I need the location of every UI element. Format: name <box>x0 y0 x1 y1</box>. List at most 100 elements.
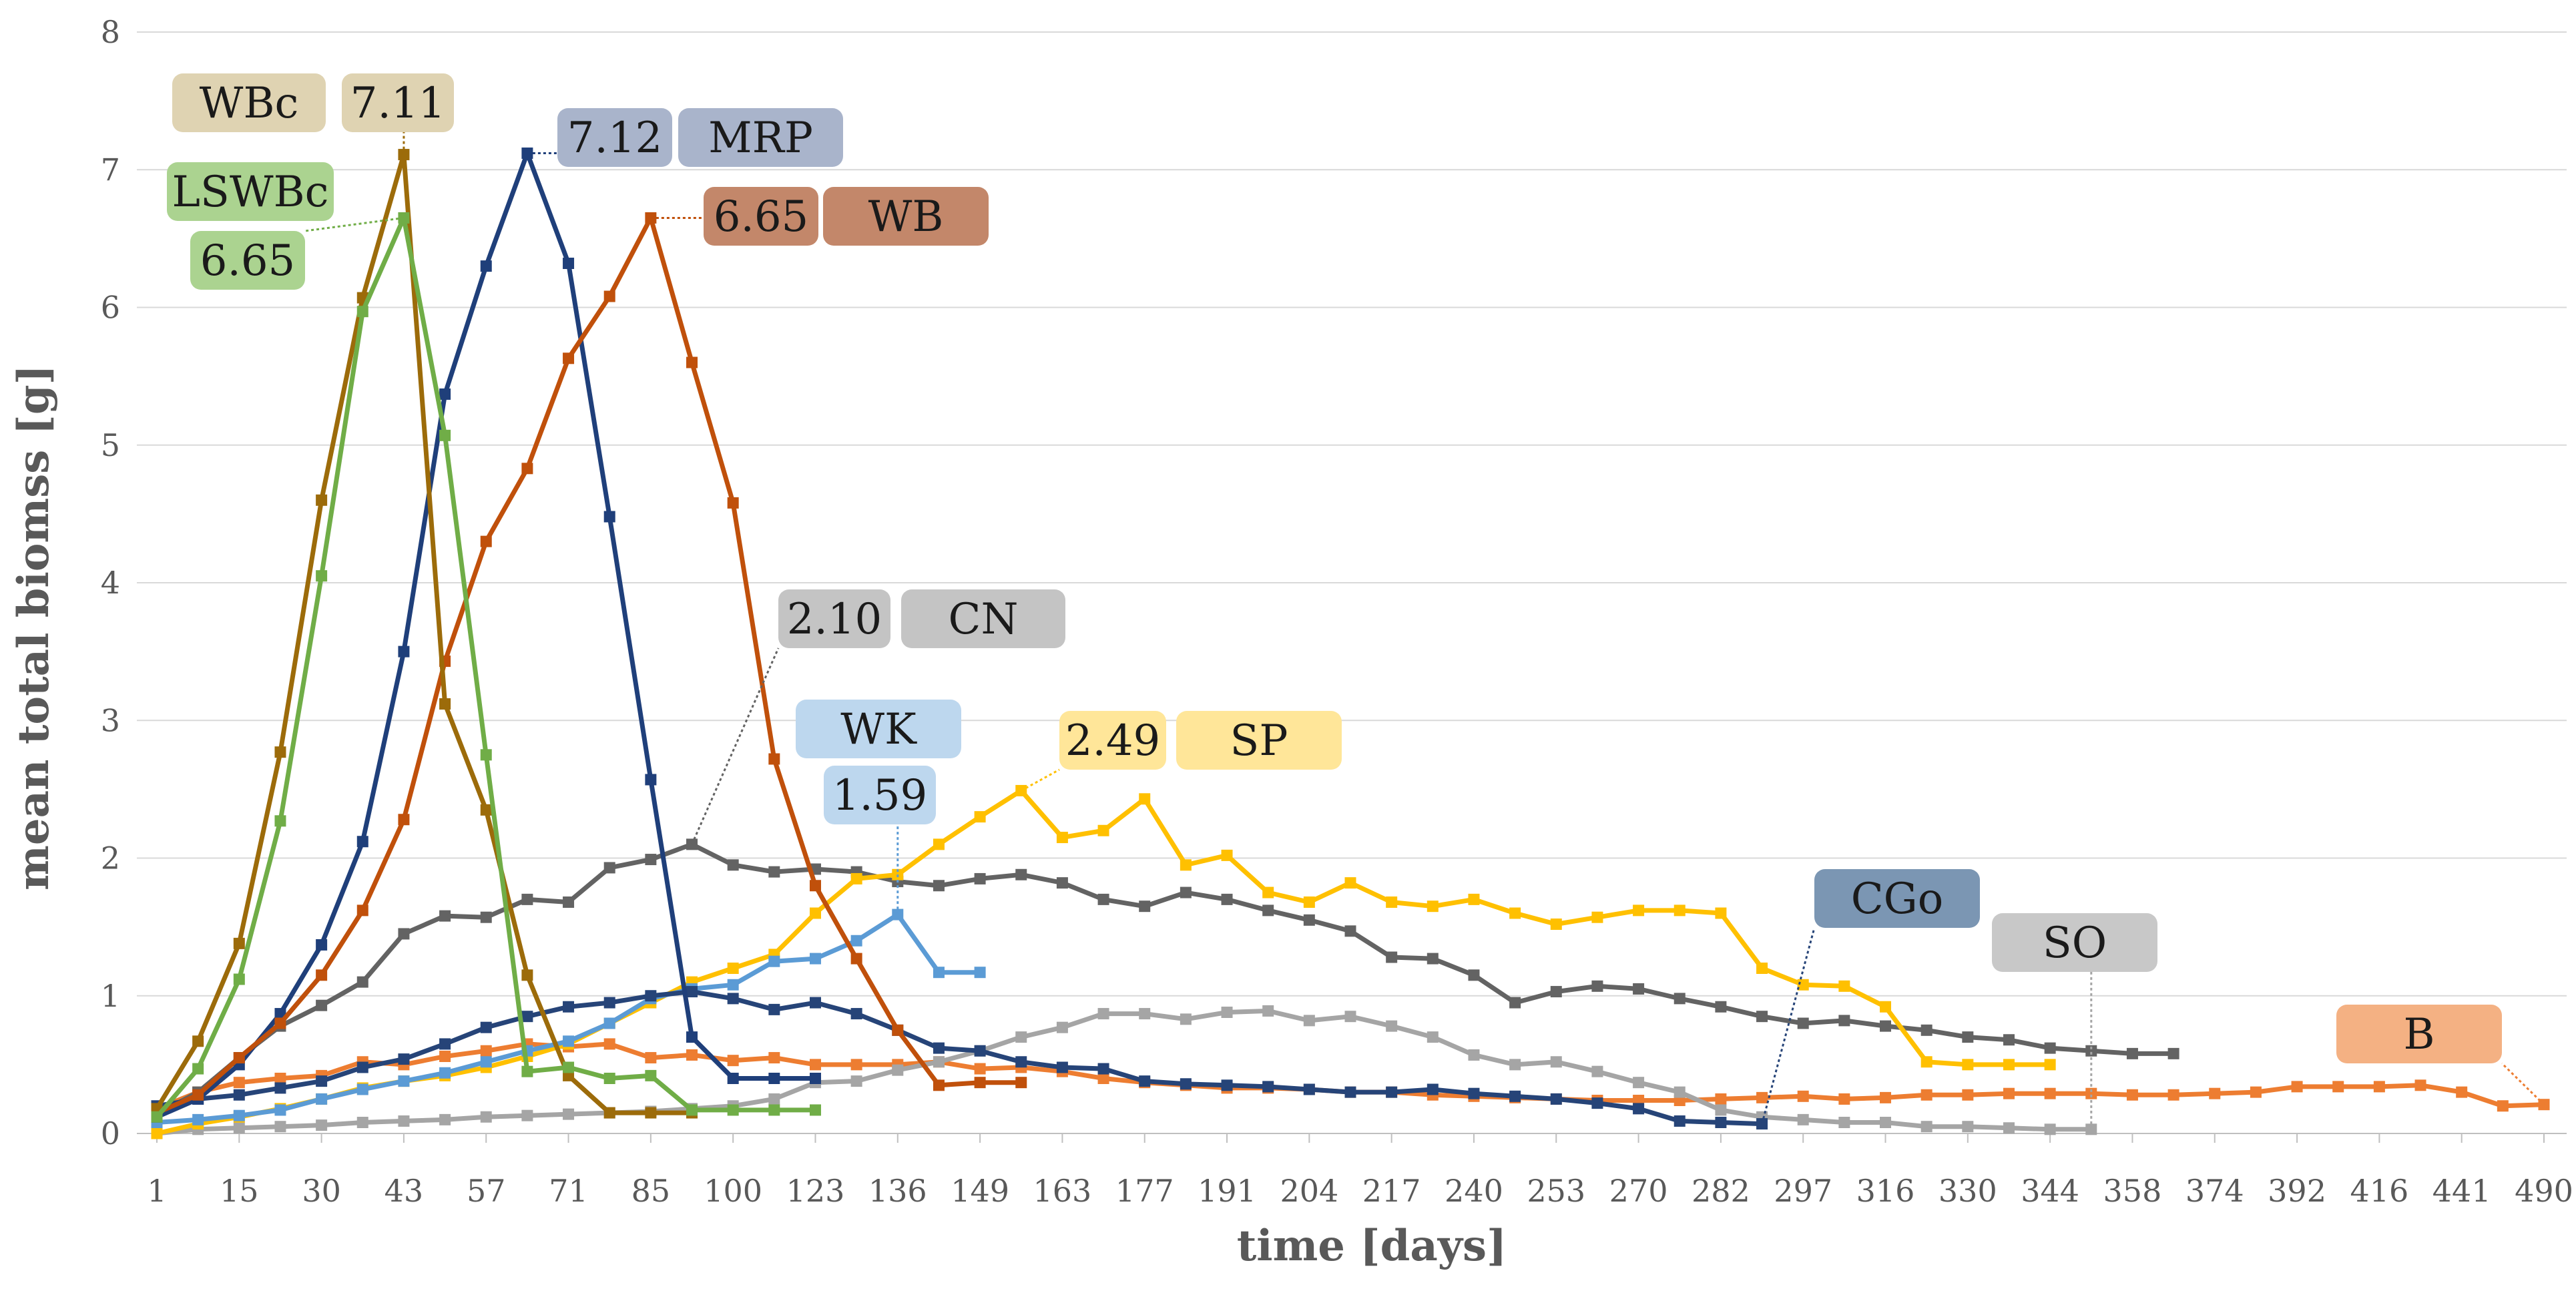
data-point <box>850 1059 862 1071</box>
data-point <box>768 955 780 967</box>
data-point <box>727 979 739 991</box>
data-point <box>809 907 821 919</box>
x-tick-label-282: 282 <box>1692 1173 1750 1209</box>
data-point <box>1880 1020 1892 1032</box>
callout-wbc-name-text: WBc <box>200 79 299 128</box>
x-tick-label-441: 441 <box>2432 1173 2491 1209</box>
data-point <box>974 1063 986 1075</box>
callout-cn-value: 2.10 <box>778 589 890 648</box>
data-point <box>1097 824 1109 836</box>
gridlines <box>137 31 2567 1134</box>
data-point <box>151 1111 163 1123</box>
x-tick-label-71: 71 <box>549 1173 588 1209</box>
data-point <box>1221 1079 1233 1091</box>
y-axis-title: mean total biomss [g] <box>9 364 59 890</box>
data-point <box>850 1008 862 1020</box>
data-point <box>480 911 492 923</box>
y-tick-label-0: 0 <box>101 1115 120 1151</box>
data-point <box>356 904 368 917</box>
x-tick-label-123: 123 <box>786 1173 845 1209</box>
x-tick-label-240: 240 <box>1445 1173 1503 1209</box>
data-point <box>768 1104 780 1116</box>
data-point <box>1262 1005 1274 1017</box>
data-point <box>233 1089 245 1101</box>
data-point <box>563 258 575 269</box>
data-point <box>563 1108 575 1120</box>
y-tick-label-4: 4 <box>101 565 120 601</box>
callout-mrp-name-box <box>678 108 843 167</box>
data-point <box>398 814 410 826</box>
data-point <box>2209 1087 2221 1099</box>
callout-sp-value-box <box>1059 711 1166 770</box>
data-point <box>1920 1056 1933 1068</box>
data-point <box>1262 1081 1274 1093</box>
leader-lswbc <box>304 216 405 232</box>
data-point <box>1838 1117 1850 1128</box>
data-point <box>1962 1059 1974 1071</box>
data-point <box>1509 907 1521 919</box>
data-point <box>1591 980 1603 992</box>
data-point <box>933 880 945 892</box>
data-point <box>809 1073 821 1084</box>
data-point <box>1756 1091 1768 1103</box>
y-tick-label-5: 5 <box>101 427 120 463</box>
data-point <box>1920 1024 1933 1036</box>
callout-mrp-value-text: 7.12 <box>567 113 663 163</box>
data-point <box>768 866 780 878</box>
callout-lswbc-value-text: 6.65 <box>200 236 296 286</box>
data-point <box>316 1119 328 1131</box>
data-point <box>727 497 739 509</box>
data-point <box>1550 986 1562 998</box>
data-point <box>439 1038 451 1050</box>
data-point <box>521 969 533 981</box>
data-point <box>1633 904 1645 917</box>
series-b <box>151 1038 2550 1115</box>
data-point <box>1468 893 1480 905</box>
data-point <box>316 1075 328 1087</box>
series-mrp <box>151 148 821 1123</box>
data-point <box>1015 1031 1027 1043</box>
x-axis-title: time [days] <box>1237 1221 1507 1271</box>
data-point <box>1139 1008 1151 1020</box>
data-point <box>1344 1011 1356 1023</box>
data-point <box>1139 900 1151 913</box>
data-point <box>809 1104 821 1116</box>
data-point <box>1221 1007 1233 1018</box>
data-point <box>316 494 328 506</box>
data-point <box>686 1104 698 1116</box>
data-point <box>1591 1065 1603 1077</box>
data-point <box>1097 1063 1109 1075</box>
data-point <box>1797 1113 1809 1125</box>
data-point <box>768 1052 780 1064</box>
callout-mrp-name-text: MRP <box>708 113 813 163</box>
x-tick-label-490: 490 <box>2515 1173 2573 1209</box>
data-point <box>1550 1056 1562 1068</box>
callout-sp-value: 2.49 <box>1059 711 1166 770</box>
data-point <box>356 1117 368 1128</box>
data-point <box>686 986 698 998</box>
data-point <box>645 854 657 866</box>
data-point <box>1673 904 1686 917</box>
x-tick-label-330: 330 <box>1939 1173 1997 1209</box>
data-point <box>480 1045 492 1057</box>
leader-cn <box>691 648 780 845</box>
series-line-lswbc <box>154 215 818 1119</box>
data-point <box>603 1038 615 1050</box>
data-point <box>233 1077 245 1089</box>
data-point <box>192 1035 204 1047</box>
callout-leaders <box>304 132 2545 1129</box>
data-point <box>2126 1047 2138 1059</box>
callout-cn-value-text: 2.10 <box>787 595 882 644</box>
data-point <box>192 1089 204 1101</box>
data-point <box>1715 1117 1727 1128</box>
x-tick-label-270: 270 <box>1609 1173 1668 1209</box>
callout-mrp-value: 7.12 <box>557 108 672 167</box>
data-point <box>645 990 657 1002</box>
data-point <box>1015 1056 1027 1068</box>
data-point <box>1303 914 1315 926</box>
callout-wbc-name-box <box>172 73 326 132</box>
data-point <box>1097 1073 1109 1084</box>
data-point <box>2291 1081 2303 1093</box>
